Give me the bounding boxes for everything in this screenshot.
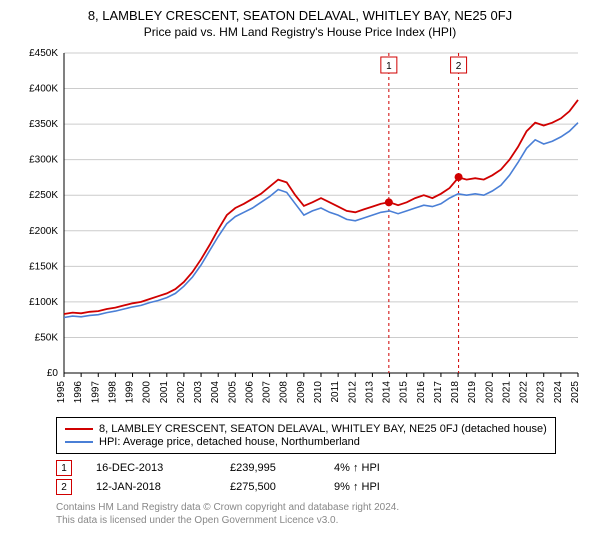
- legend-swatch: [65, 428, 93, 430]
- legend-label: HPI: Average price, detached house, Nort…: [99, 436, 360, 448]
- svg-text:£150K: £150K: [29, 261, 58, 272]
- chart-wrapper: 8, LAMBLEY CRESCENT, SEATON DELAVAL, WHI…: [0, 0, 600, 533]
- svg-text:1: 1: [386, 61, 392, 72]
- svg-text:2006: 2006: [244, 381, 255, 404]
- svg-text:2008: 2008: [279, 381, 290, 404]
- event-dot-m1: [385, 198, 393, 206]
- svg-text:2021: 2021: [501, 381, 512, 404]
- svg-text:£250K: £250K: [29, 190, 58, 201]
- svg-text:2001: 2001: [159, 381, 170, 404]
- event-dot-m2: [455, 173, 463, 181]
- event-price: £275,500: [230, 481, 310, 493]
- chart-plot-area: £0 £50K £100K £150K £200K £250K £300K £350K £400…: [12, 43, 588, 411]
- svg-text:2011: 2011: [330, 381, 341, 403]
- svg-text:1998: 1998: [107, 381, 118, 404]
- svg-text:2017: 2017: [433, 381, 444, 404]
- svg-text:2023: 2023: [536, 381, 547, 404]
- svg-text:2018: 2018: [450, 381, 461, 404]
- legend-swatch: [65, 441, 93, 443]
- chart-title: 8, LAMBLEY CRESCENT, SEATON DELAVAL, WHI…: [12, 8, 588, 23]
- svg-text:2019: 2019: [467, 381, 478, 404]
- event-date: 16-DEC-2013: [96, 462, 206, 474]
- svg-text:2004: 2004: [210, 381, 221, 404]
- svg-text:£300K: £300K: [29, 155, 58, 166]
- svg-text:2002: 2002: [176, 381, 187, 404]
- svg-text:2020: 2020: [484, 381, 495, 404]
- chart-svg: £0 £50K £100K £150K £200K £250K £300K £350K £400…: [12, 43, 588, 411]
- svg-text:2016: 2016: [416, 381, 427, 404]
- attribution: Contains HM Land Registry data © Crown c…: [56, 501, 588, 527]
- chart-legend: 8, LAMBLEY CRESCENT, SEATON DELAVAL, WHI…: [56, 417, 556, 454]
- svg-text:£400K: £400K: [29, 84, 58, 95]
- attribution-line: This data is licensed under the Open Gov…: [56, 514, 588, 527]
- legend-label: 8, LAMBLEY CRESCENT, SEATON DELAVAL, WHI…: [99, 423, 547, 435]
- svg-text:2025: 2025: [570, 381, 581, 404]
- event-row: 1 16-DEC-2013 £239,995 4% ↑ HPI: [56, 460, 588, 476]
- svg-text:1999: 1999: [125, 381, 136, 404]
- svg-text:2014: 2014: [382, 381, 393, 404]
- svg-text:£200K: £200K: [29, 226, 58, 237]
- svg-text:£350K: £350K: [29, 119, 58, 130]
- event-index-box: 2: [56, 479, 72, 495]
- svg-text:1997: 1997: [90, 381, 101, 404]
- svg-text:2015: 2015: [399, 381, 410, 404]
- svg-text:£0: £0: [47, 368, 59, 379]
- svg-text:2009: 2009: [296, 381, 307, 404]
- svg-text:£50K: £50K: [35, 332, 59, 343]
- svg-text:£100K: £100K: [29, 297, 58, 308]
- svg-text:2003: 2003: [193, 381, 204, 404]
- svg-text:2: 2: [456, 61, 462, 72]
- svg-text:1995: 1995: [56, 381, 67, 404]
- svg-text:2024: 2024: [553, 381, 564, 404]
- svg-text:£450K: £450K: [29, 48, 58, 59]
- svg-text:1996: 1996: [73, 381, 84, 404]
- event-price: £239,995: [230, 462, 310, 474]
- svg-text:2012: 2012: [347, 381, 358, 404]
- event-table: 1 16-DEC-2013 £239,995 4% ↑ HPI 2 12-JAN-2018…: [56, 460, 588, 495]
- svg-text:2000: 2000: [142, 381, 153, 404]
- chart-subtitle: Price paid vs. HM Land Registry's House …: [12, 25, 588, 39]
- svg-text:2007: 2007: [262, 381, 273, 404]
- svg-text:2005: 2005: [227, 381, 238, 404]
- event-delta: 4% ↑ HPI: [334, 462, 380, 474]
- attribution-line: Contains HM Land Registry data © Crown c…: [56, 501, 588, 514]
- event-row: 2 12-JAN-2018 £275,500 9% ↑ HPI: [56, 479, 588, 495]
- event-index-box: 1: [56, 460, 72, 476]
- legend-row: HPI: Average price, detached house, Nort…: [65, 436, 547, 448]
- svg-text:2013: 2013: [364, 381, 375, 404]
- legend-row: 8, LAMBLEY CRESCENT, SEATON DELAVAL, WHI…: [65, 423, 547, 435]
- svg-text:2010: 2010: [313, 381, 324, 404]
- event-date: 12-JAN-2018: [96, 481, 206, 493]
- svg-text:2022: 2022: [519, 381, 530, 404]
- event-delta: 9% ↑ HPI: [334, 481, 380, 493]
